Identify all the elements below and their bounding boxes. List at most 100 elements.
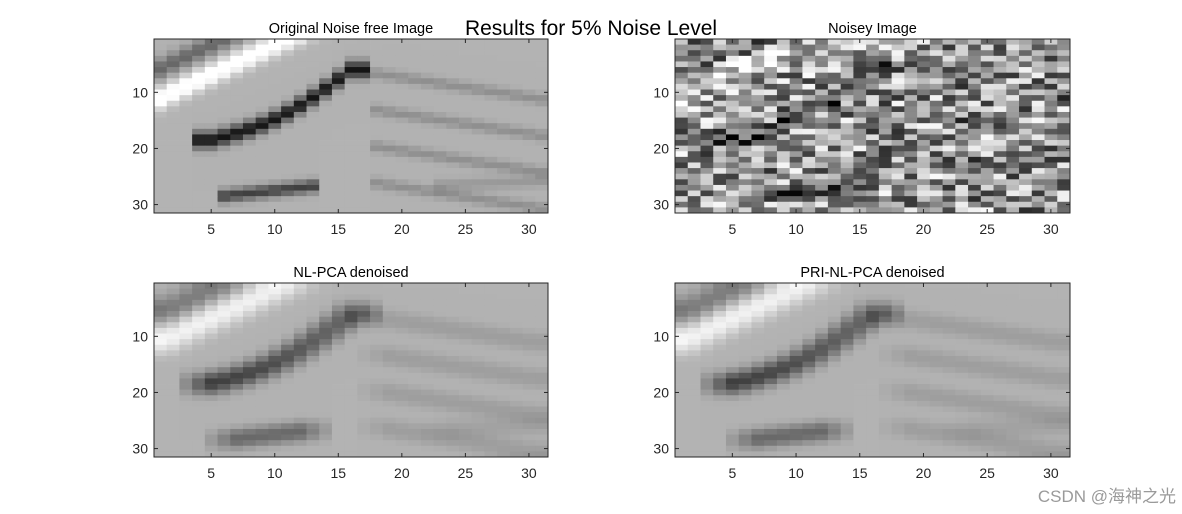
heatmap-cell [154,344,168,351]
heatmap-cell [751,95,765,102]
heatmap-cell [357,412,371,419]
heatmap-cell [154,339,168,346]
heatmap-cell [179,106,193,113]
heatmap-cell [764,162,778,169]
heatmap-cell [459,445,473,452]
heatmap-cell [853,196,867,203]
heatmap-cell [942,417,956,424]
heatmap-cell [980,305,994,312]
heatmap-cell [179,434,193,441]
heatmap-cell [878,395,893,402]
heatmap-cell [827,44,842,51]
heatmap-cell [166,322,180,329]
heatmap-cell [789,434,803,441]
heatmap-cell [725,350,740,357]
heatmap-cell [1057,39,1071,46]
heatmap-cell [306,190,320,197]
heatmap-cell [929,67,943,74]
heatmap-cell [853,350,867,357]
heatmap-cell [1006,350,1020,357]
heatmap-cell [687,412,701,419]
heatmap-cell [230,389,244,396]
heatmap-cell [1006,50,1020,57]
heatmap-cell [993,406,1007,413]
heatmap-cell [242,201,257,208]
heatmap-cell [255,294,269,301]
heatmap-cell [942,67,956,74]
heatmap-cell [1044,288,1058,295]
heatmap-cell [192,283,206,290]
heatmap-cell [370,389,384,396]
heatmap-cell [942,78,956,85]
heatmap-cell [815,355,829,362]
heatmap-cell [370,179,384,186]
heatmap-cell [408,322,422,329]
heatmap-cell [319,106,333,113]
heatmap-cell [700,184,714,191]
heatmap-cell [433,288,447,295]
heatmap-cell [166,151,180,158]
heatmap-cell [242,44,257,51]
heatmap-cell [751,128,765,135]
heatmap-cell [370,95,384,102]
heatmap-cell [1031,283,1045,290]
heatmap-cell [776,434,791,441]
heatmap-cell [497,39,511,46]
heatmap-cell [357,434,371,441]
heatmap-cell [891,190,905,197]
heatmap-cells [675,283,1071,458]
heatmap-cell [840,201,854,208]
heatmap-cell [955,283,969,290]
heatmap-cell [853,145,867,152]
heatmap-cell [1019,190,1033,197]
heatmap-cell [827,50,842,57]
heatmap-cell [331,294,346,301]
heatmap-cell [166,173,180,180]
heatmap-cell [713,389,727,396]
heatmap-cell [331,417,346,424]
heatmap-cell [217,134,231,141]
heatmap-cell [331,190,346,197]
heatmap-cell [700,156,714,163]
heatmap-cell [1031,145,1045,152]
heatmap-cell [725,111,740,118]
heatmap-cell [357,106,371,113]
heatmap-cell [344,89,358,96]
heatmap-cell [268,395,282,402]
heatmap-cell [535,299,549,306]
heatmap-cell [497,111,511,118]
heatmap-cell [853,288,867,295]
heatmap-cell [1057,111,1071,118]
heatmap-cell [725,100,740,107]
heatmap-cell [420,140,435,147]
heatmap-cell [484,145,498,152]
heatmap-cell [815,445,829,452]
heatmap-cell [866,61,880,68]
heatmap-cell [344,367,358,374]
heatmap-cell [802,355,816,362]
heatmap-cell [382,372,396,379]
heatmap-cell [1057,89,1071,96]
heatmap-cell [230,299,244,306]
heatmap-cell [1006,451,1020,458]
heatmap-cell [1057,50,1071,57]
heatmap-cell [509,128,523,135]
heatmap-cell [484,316,498,323]
heatmap-cell [331,156,346,163]
heatmap-cell [993,288,1007,295]
heatmap-cell [446,145,460,152]
heatmap-cell [968,111,982,118]
heatmap-cell [319,61,333,68]
heatmap-cell [840,389,854,396]
heatmap-cell [942,339,956,346]
heatmap-cell [230,61,244,68]
heatmap-cell [1006,361,1020,368]
heatmap-cell [331,123,346,130]
heatmap-cell [497,344,511,351]
heatmap-cell [535,134,549,141]
heatmap-cell [955,350,969,357]
heatmap-cell [446,201,460,208]
heatmap-cell [968,179,982,186]
heatmap-cell [1019,173,1033,180]
heatmap-cell [917,100,931,107]
